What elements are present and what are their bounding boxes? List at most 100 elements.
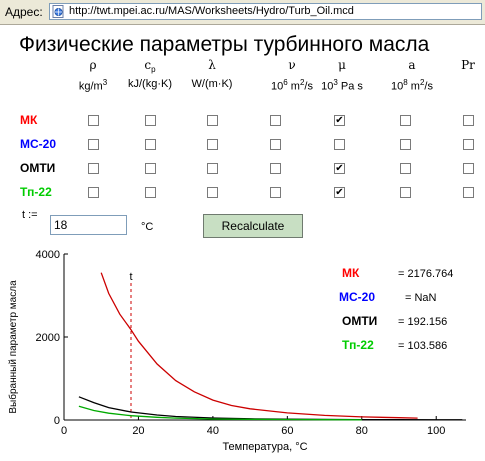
temperature-unit: °C [141, 221, 154, 233]
column-symbol-text: a [408, 58, 416, 72]
column-unit: 103 Pa s [297, 78, 387, 93]
unit-prefix-exp: 8 [403, 78, 408, 87]
checkbox-r2-c1[interactable] [88, 139, 99, 150]
checkbox-r3-c2[interactable] [145, 163, 156, 174]
x-tick-label: 100 [427, 425, 445, 437]
column-symbol: ρ [73, 58, 113, 72]
temperature-marker-label: t [129, 271, 132, 283]
page-title: Физические параметры турбинного масла [19, 33, 430, 56]
checkbox-r1-c4[interactable] [270, 115, 281, 126]
checkbox-r4-c1[interactable] [88, 187, 99, 198]
column-unit: kJ/(kg·K) [105, 78, 195, 90]
y-tick-label: 4000 [36, 249, 60, 261]
ie-page-icon [52, 5, 64, 18]
column-symbol-text: ρ [89, 58, 97, 72]
unit-prefix-exp: 6 [283, 78, 288, 87]
unit-text: m [407, 80, 420, 93]
checkbox-r2-c4[interactable] [270, 139, 281, 150]
column-symbol-text: λ [208, 58, 216, 72]
readout-value-2: = NaN [405, 292, 437, 304]
row-label-2: МС-20 [20, 137, 57, 151]
readout-label-3: ОМТИ [342, 314, 377, 328]
unit-exp: 2 [299, 78, 305, 87]
series-line-3 [78, 405, 362, 421]
column-symbol: Pr [448, 58, 485, 72]
checkbox-r2-c3[interactable] [207, 139, 218, 150]
checkbox-r2-c7[interactable] [463, 139, 474, 150]
unit-prefix: 10 [271, 80, 284, 93]
unit-suffix: /s [424, 80, 433, 93]
x-tick-label: 20 [132, 425, 144, 437]
checkbox-r1-c5[interactable]: ✔ [334, 115, 345, 126]
viscosity-chart: 0 20 40 60 80 100 0 2000 4000 Температура, °C Выбр… [7, 249, 466, 453]
readout-value-4: = 103.586 [398, 340, 447, 352]
t-label: t := [22, 209, 38, 221]
checkbox-r3-c7[interactable] [463, 163, 474, 174]
series-line-2 [78, 396, 463, 421]
x-tick-label: 40 [207, 425, 219, 437]
checkbox-r2-c6[interactable] [400, 139, 411, 150]
unit-text: kg/m [78, 80, 103, 93]
column-symbol: μ [322, 58, 362, 72]
readout-label-4: Тп-22 [342, 338, 374, 352]
address-label: Адрес: [5, 5, 43, 19]
x-tick-label: 80 [356, 425, 368, 437]
checkbox-r4-c5[interactable]: ✔ [334, 187, 345, 198]
y-axis-title: Выбранный параметр масла [7, 280, 19, 414]
unit-suffix: /s [304, 80, 313, 93]
y-tick-label: 2000 [36, 332, 60, 344]
readout-label-2: МС-20 [339, 290, 375, 304]
row-label-4: Тп-22 [20, 185, 52, 199]
column-symbol-text: μ [338, 58, 346, 72]
column-unit: W/(m·K) [167, 78, 257, 90]
checkbox-r4-c6[interactable] [400, 187, 411, 198]
column-symbol-text: ν [288, 58, 296, 72]
address-input[interactable]: http://twt.mpei.ac.ru/MAS/Worksheets/Hyd… [49, 3, 482, 20]
checkbox-r4-c4[interactable] [270, 187, 281, 198]
column-symbol: a [392, 58, 432, 72]
checkbox-r2-c5[interactable] [334, 139, 345, 150]
unit-exp: 3 [102, 78, 108, 87]
checkbox-r3-c6[interactable] [400, 163, 411, 174]
column-unit: 106 m2/s [247, 78, 337, 93]
checkbox-r1-c7[interactable] [463, 115, 474, 126]
column-symbol: ν [272, 58, 312, 72]
x-tick-label: 60 [281, 425, 293, 437]
y-tick-label: 0 [54, 415, 60, 427]
row-label-1: МК [20, 113, 38, 127]
checkbox-r3-c5[interactable]: ✔ [334, 163, 345, 174]
checkbox-r1-c2[interactable] [145, 115, 156, 126]
address-url[interactable]: http://twt.mpei.ac.ru/MAS/Worksheets/Hyd… [69, 5, 354, 17]
checkbox-r3-c4[interactable] [270, 163, 281, 174]
recalculate-button[interactable]: Recalculate [203, 214, 303, 238]
row-label-3: ОМТИ [20, 161, 56, 175]
unit-text: Pa s [337, 80, 363, 93]
column-symbol-sub: p [151, 65, 156, 75]
unit-prefix: 10 [321, 80, 334, 93]
checkbox-r4-c2[interactable] [145, 187, 156, 198]
checkbox-r1-c3[interactable] [207, 115, 218, 126]
address-bar: Адрес: http://twt.mpei.ac.ru/MAS/Workshe… [0, 0, 485, 25]
column-symbol: λ [192, 58, 232, 72]
checkbox-r1-c1[interactable] [88, 115, 99, 126]
x-axis-title: Температура, °C [222, 441, 307, 453]
checkbox-r2-c2[interactable] [145, 139, 156, 150]
column-symbol: cp [130, 58, 170, 74]
column-unit: kg/m3 [48, 78, 138, 93]
column-symbol-text: c [144, 58, 152, 72]
readout-label-1: МК [342, 266, 360, 280]
series-line-1 [100, 272, 418, 419]
unit-prefix-exp: 3 [333, 78, 338, 87]
checkbox-r3-c1[interactable] [88, 163, 99, 174]
column-unit: 108 m2/s [367, 78, 457, 93]
checkbox-r4-c7[interactable] [463, 187, 474, 198]
unit-prefix: 10 [391, 80, 404, 93]
column-symbol-text: Pr [461, 58, 475, 72]
temperature-input[interactable] [50, 215, 127, 235]
x-tick-label: 0 [61, 425, 67, 437]
checkbox-r3-c3[interactable] [207, 163, 218, 174]
readout-value-3: = 192.156 [398, 316, 447, 328]
unit-text: kJ/(kg·K) [128, 78, 172, 90]
checkbox-r4-c3[interactable] [207, 187, 218, 198]
checkbox-r1-c6[interactable] [400, 115, 411, 126]
